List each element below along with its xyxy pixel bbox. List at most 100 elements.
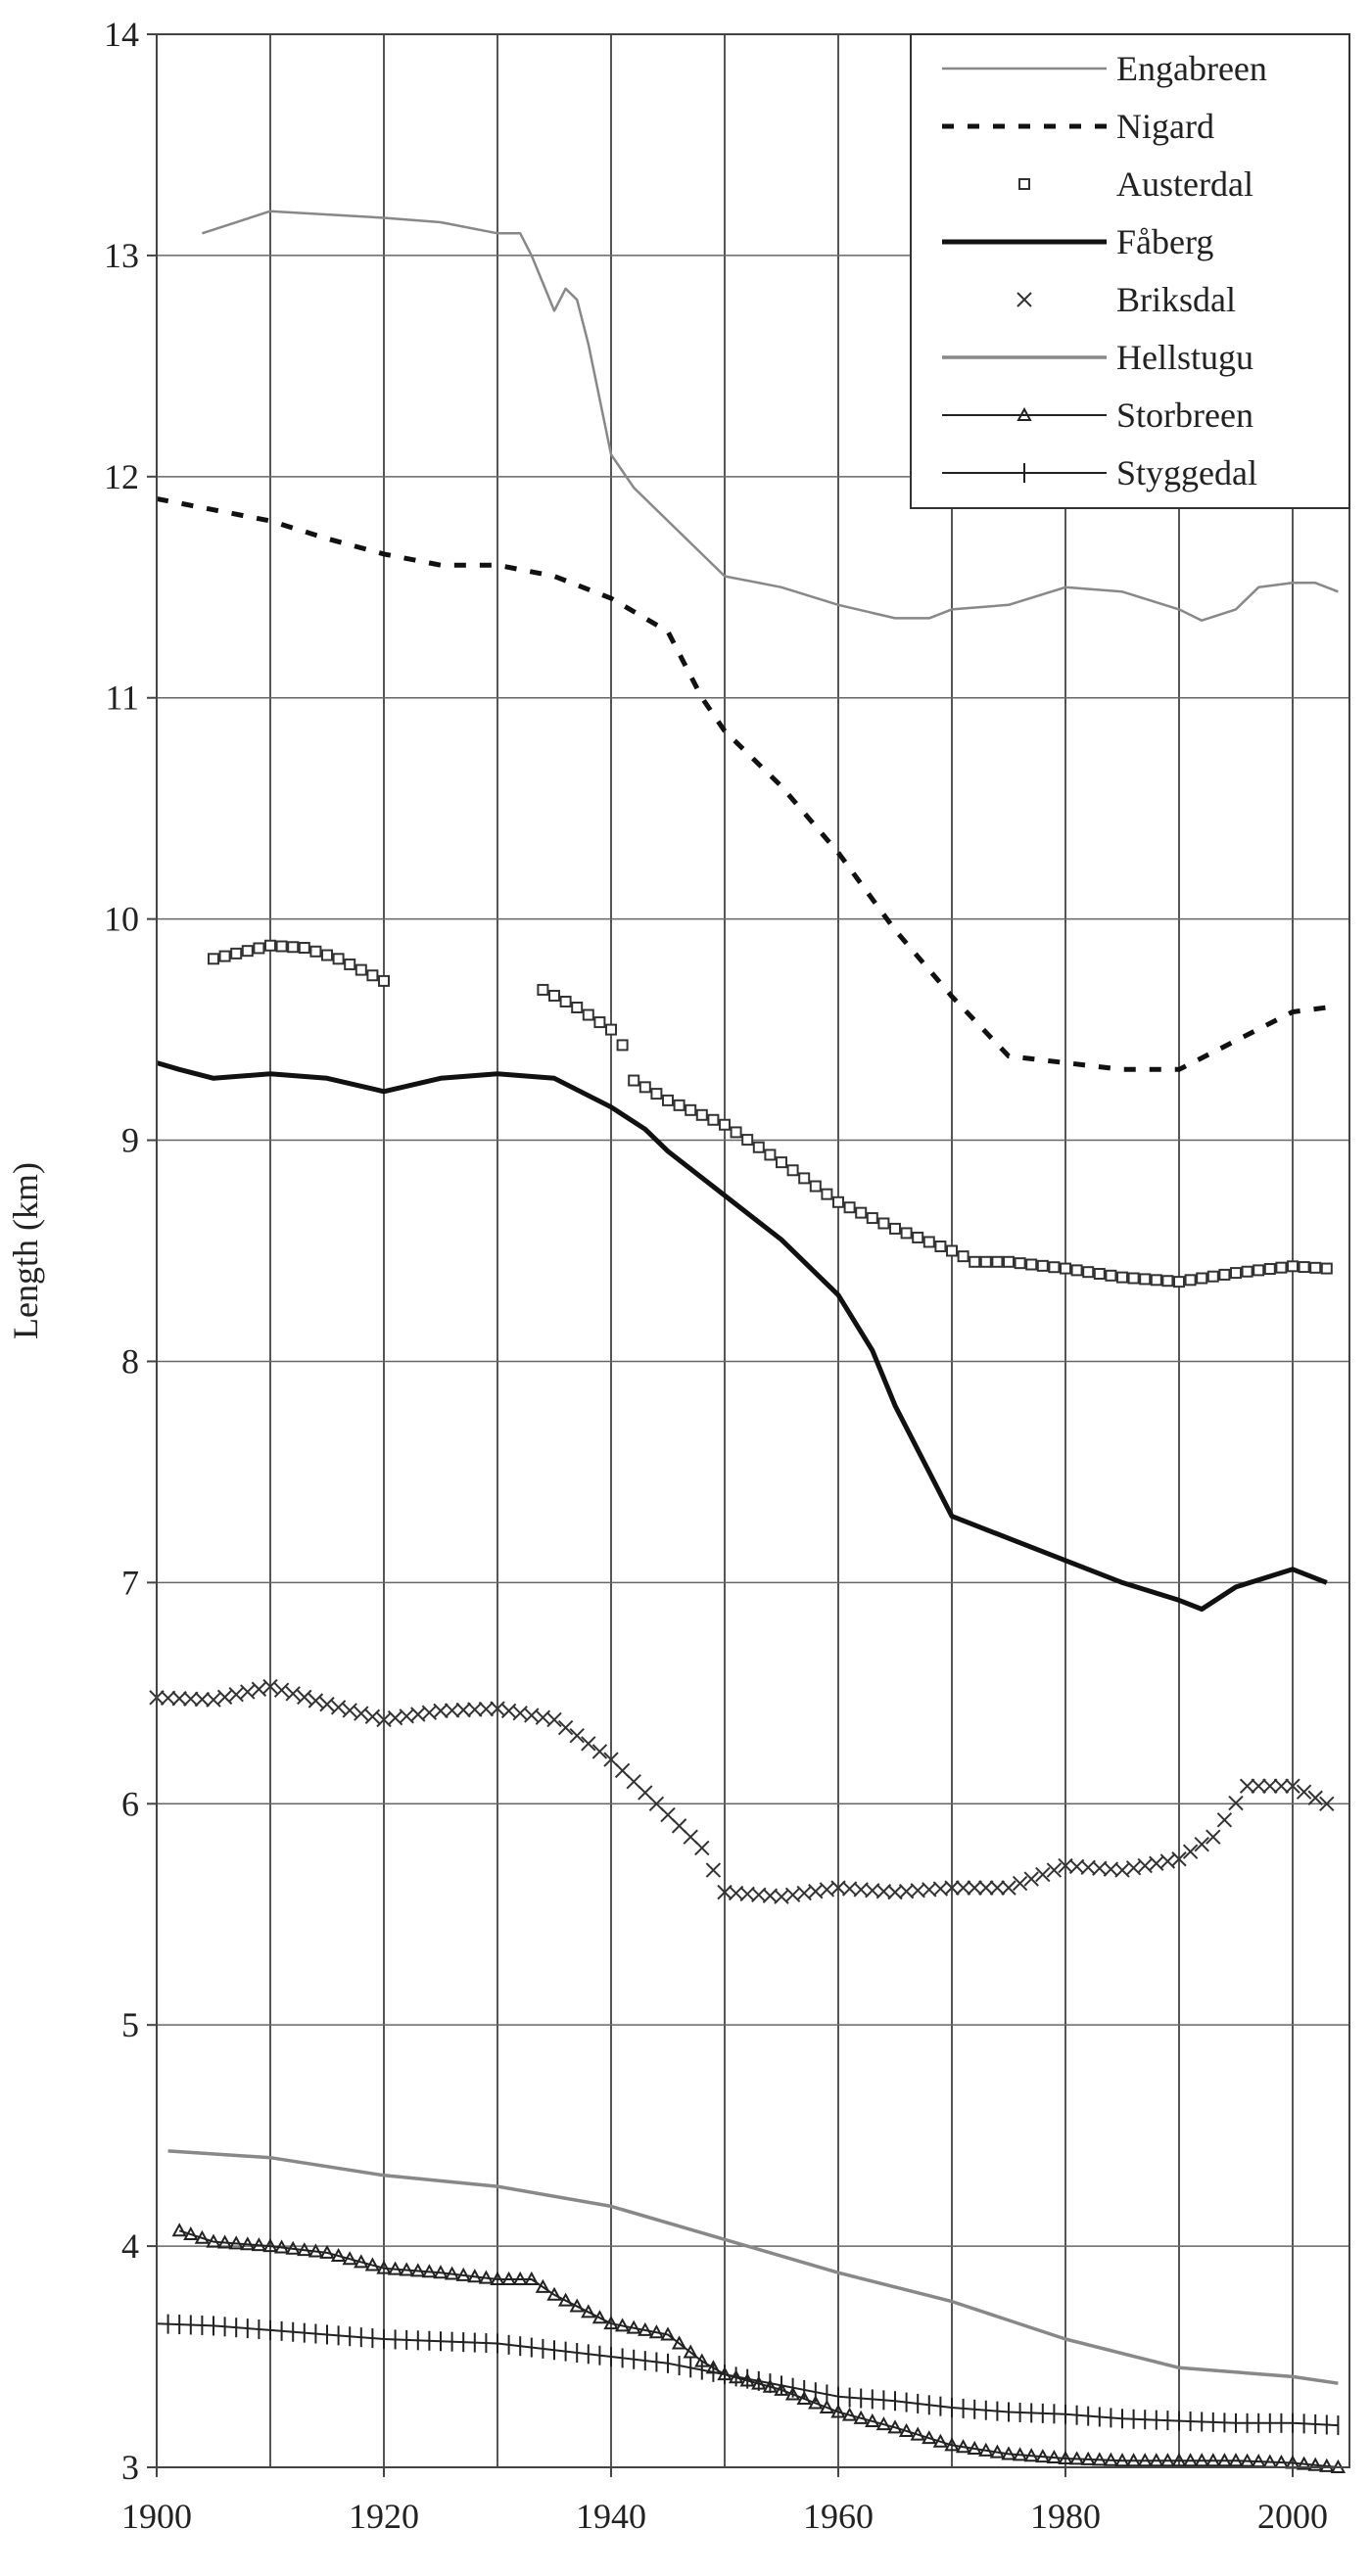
data-point-austerdal bbox=[275, 940, 288, 953]
data-point-storbreen bbox=[875, 2416, 892, 2431]
data-point-austerdal bbox=[1082, 1266, 1095, 1279]
legend-item-briksdal: Briksdal bbox=[1016, 280, 1236, 319]
data-point-austerdal bbox=[957, 1250, 969, 1263]
data-point-austerdal bbox=[1309, 1261, 1322, 1274]
gridlines bbox=[157, 34, 1349, 2467]
series-line-engabreen bbox=[202, 210, 1339, 622]
data-point-storbreen bbox=[478, 2270, 495, 2284]
data-point-storbreen bbox=[251, 2237, 267, 2252]
data-point-austerdal bbox=[1253, 1264, 1265, 1277]
data-point-austerdal bbox=[1206, 1270, 1219, 1283]
data-point-storbreen bbox=[841, 2407, 858, 2421]
data-point-austerdal bbox=[991, 1255, 1004, 1268]
data-point-austerdal bbox=[1196, 1272, 1208, 1285]
data-point-austerdal bbox=[1184, 1274, 1197, 1287]
data-point-briksdal bbox=[557, 1719, 574, 1736]
legend-item-engabreen: Engabreen bbox=[942, 49, 1267, 88]
data-point-briksdal bbox=[694, 1840, 710, 1856]
data-point-storbreen bbox=[1182, 2453, 1199, 2467]
plot-frame bbox=[156, 33, 1350, 2468]
data-point-storbreen bbox=[922, 2430, 937, 2445]
legend-marker bbox=[1018, 178, 1030, 190]
data-point-austerdal bbox=[1014, 1257, 1026, 1270]
data-point-storbreen bbox=[1080, 2451, 1096, 2465]
data-point-storbreen bbox=[444, 2266, 460, 2280]
data-point-briksdal bbox=[160, 1690, 176, 1706]
data-point-austerdal bbox=[979, 1255, 992, 1268]
data-point-austerdal bbox=[1218, 1268, 1231, 1281]
data-point-storbreen bbox=[1012, 2447, 1028, 2461]
data-point-austerdal bbox=[366, 969, 379, 982]
data-point-storbreen bbox=[1058, 2450, 1073, 2464]
data-point-austerdal bbox=[1036, 1259, 1049, 1272]
y-tick-label: 12 bbox=[104, 457, 139, 496]
data-point-austerdal bbox=[821, 1188, 833, 1200]
data-point-austerdal bbox=[1150, 1274, 1162, 1287]
series-storbreen bbox=[171, 2223, 1347, 2473]
data-point-austerdal bbox=[673, 1099, 686, 1111]
data-point-storbreen bbox=[262, 2238, 278, 2253]
data-point-briksdal bbox=[1307, 1790, 1323, 1805]
data-point-storbreen bbox=[1216, 2453, 1233, 2467]
series-engabreen bbox=[202, 210, 1339, 622]
data-point-austerdal bbox=[1320, 1262, 1333, 1275]
data-point-austerdal bbox=[650, 1088, 663, 1101]
data-point-storbreen bbox=[910, 2426, 925, 2441]
legend-item-storbreen: Storbreen bbox=[942, 396, 1253, 435]
data-point-austerdal bbox=[298, 942, 310, 955]
data-point-austerdal bbox=[638, 1081, 651, 1094]
data-point-storbreen bbox=[932, 2433, 949, 2448]
data-point-storbreen bbox=[887, 2419, 903, 2434]
data-point-austerdal bbox=[719, 1118, 731, 1131]
data-point-briksdal bbox=[1239, 1778, 1255, 1794]
data-point-briksdal bbox=[297, 1689, 312, 1706]
data-point-briksdal bbox=[1171, 1851, 1187, 1867]
data-point-storbreen bbox=[784, 2386, 801, 2401]
data-point-austerdal bbox=[230, 947, 243, 960]
data-point-storbreen bbox=[330, 2247, 347, 2263]
data-point-briksdal bbox=[455, 1702, 471, 1718]
data-point-austerdal bbox=[912, 1231, 924, 1243]
data-point-briksdal bbox=[1182, 1844, 1199, 1859]
data-point-storbreen bbox=[535, 2278, 551, 2293]
data-point-storbreen bbox=[216, 2234, 233, 2249]
legend-label: Engabreen bbox=[1116, 49, 1267, 88]
data-point-austerdal bbox=[253, 942, 265, 955]
data-point-austerdal bbox=[593, 1016, 606, 1029]
data-point-austerdal bbox=[1275, 1261, 1288, 1274]
series-briksdal bbox=[149, 1678, 1335, 1904]
data-point-austerdal bbox=[1060, 1262, 1071, 1275]
data-point-austerdal bbox=[922, 1236, 935, 1248]
data-point-austerdal bbox=[582, 1008, 594, 1021]
data-point-storbreen bbox=[546, 2286, 562, 2301]
data-point-storbreen bbox=[614, 2318, 631, 2332]
data-point-austerdal bbox=[786, 1164, 799, 1177]
y-tick-label: 3 bbox=[121, 2448, 139, 2487]
data-point-austerdal bbox=[1025, 1258, 1038, 1271]
data-point-austerdal bbox=[287, 941, 300, 954]
data-point-briksdal bbox=[228, 1686, 244, 1703]
data-point-austerdal bbox=[764, 1148, 777, 1161]
data-point-storbreen bbox=[898, 2422, 915, 2437]
y-tick-label: 14 bbox=[104, 15, 139, 54]
x-tick-label: 1920 bbox=[349, 2497, 419, 2536]
data-point-austerdal bbox=[1161, 1275, 1174, 1288]
data-point-austerdal bbox=[309, 945, 322, 958]
data-point-storbreen bbox=[660, 2326, 676, 2341]
data-point-storbreen bbox=[364, 2257, 381, 2272]
data-point-storbreen bbox=[467, 2269, 483, 2283]
data-point-storbreen bbox=[648, 2324, 665, 2339]
data-point-briksdal bbox=[1228, 1795, 1244, 1811]
data-point-storbreen bbox=[399, 2262, 414, 2276]
data-point-austerdal bbox=[537, 983, 549, 996]
data-point-austerdal bbox=[900, 1227, 913, 1240]
data-point-storbreen bbox=[626, 2319, 641, 2334]
data-point-austerdal bbox=[707, 1113, 720, 1126]
data-point-austerdal bbox=[616, 1039, 629, 1052]
data-point-briksdal bbox=[216, 1689, 233, 1706]
data-point-storbreen bbox=[376, 2260, 392, 2274]
data-point-briksdal bbox=[569, 1727, 585, 1744]
data-point-storbreen bbox=[490, 2271, 505, 2285]
data-point-austerdal bbox=[321, 949, 333, 961]
